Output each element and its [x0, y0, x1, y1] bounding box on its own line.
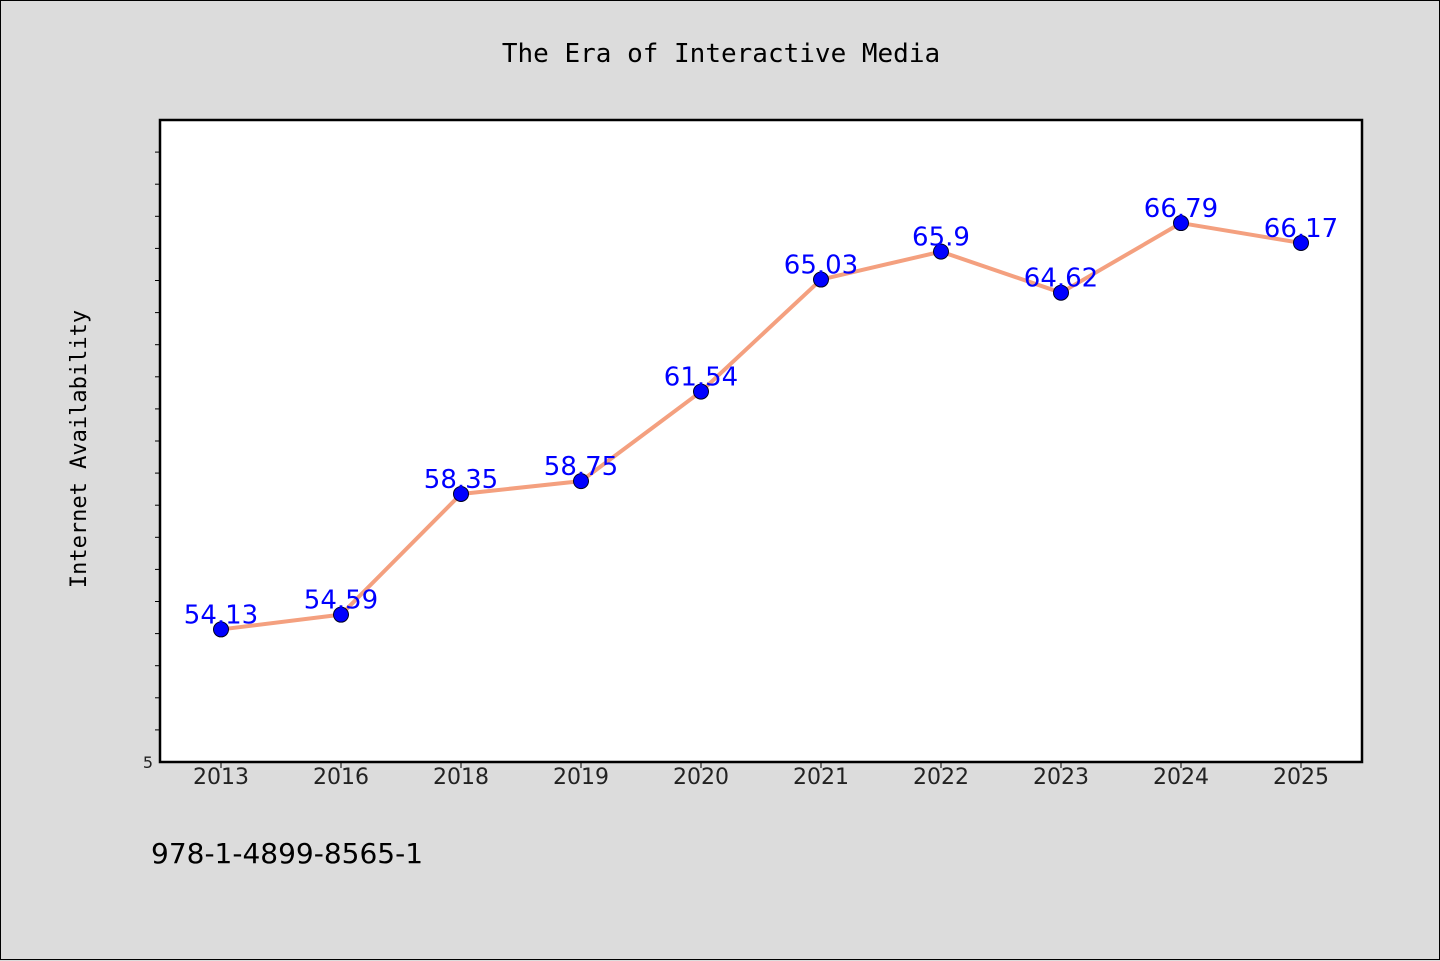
y-axis-ticks: 5: [143, 151, 160, 772]
data-labels: 54.13 54.59 58.35 58.75 61.54 65.03 65.9 64.62 6…: [184, 194, 1338, 630]
data-point: [573, 473, 589, 490]
data-label: 58.75: [544, 452, 618, 482]
x-tick-label: 2023: [1033, 765, 1089, 790]
series-line: [220, 221, 1302, 632]
y-axis-label: Internet Availability: [67, 310, 92, 588]
data-point: [693, 383, 709, 400]
x-tick-label: 2020: [673, 765, 729, 790]
data-point: [333, 606, 349, 623]
data-label: 58.35: [424, 465, 498, 495]
x-tick-label: 2021: [793, 765, 849, 790]
chart-title: The Era of Interactive Media: [502, 39, 940, 69]
data-label: 54.59: [304, 586, 378, 616]
data-label: 65.03: [784, 251, 858, 281]
data-label: 66.79: [1144, 194, 1218, 224]
x-tick-label: 2016: [313, 765, 369, 790]
x-tick-label: 2025: [1273, 765, 1329, 790]
data-point: [1053, 284, 1069, 301]
data-point: [213, 621, 229, 638]
data-point: [453, 485, 469, 502]
data-label: 54.13: [184, 600, 258, 630]
x-tick-label: 2018: [433, 765, 489, 790]
x-tick-label: 2019: [553, 765, 609, 790]
x-tick-label: 2024: [1153, 765, 1209, 790]
data-label: 66.17: [1264, 214, 1338, 244]
data-point: [933, 243, 949, 260]
data-point: [1173, 215, 1189, 232]
data-label: 64.62: [1024, 264, 1098, 294]
data-label: 65.9: [912, 223, 970, 253]
x-tick-label: 2013: [193, 765, 249, 790]
data-markers: [213, 215, 1309, 638]
isbn-text: 978-1-4899-8565-1: [151, 837, 423, 870]
x-axis-ticks: 2013 2016 2018 2019 2020 2021 2022 2023 2024 2025: [193, 762, 1329, 790]
data-point: [813, 271, 829, 288]
y-tick-label: 5: [143, 753, 153, 772]
plot-area: [158, 118, 1364, 764]
data-point: [1293, 234, 1309, 251]
x-tick-label: 2022: [913, 765, 969, 790]
data-label: 61.54: [664, 363, 738, 393]
